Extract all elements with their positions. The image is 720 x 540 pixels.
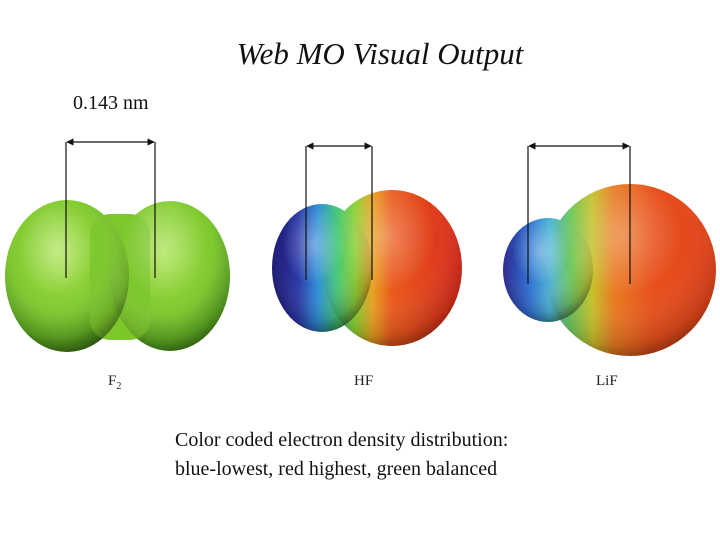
f2-label: F2 [108,373,122,392]
caption-line-1: Color coded electron density distributio… [175,429,509,451]
hf-bond-length-indicator [305,142,373,280]
lif-bond-length-indicator [527,142,631,284]
hf-density-surface [272,190,462,346]
lif-density-surface [503,184,716,356]
bond-length-label: 0.143 nm [73,92,149,114]
caption-line-2: blue-lowest, red highest, green balanced [175,458,498,480]
f2-density-surface [5,200,230,352]
lif-label: LiF [596,373,618,389]
slide-title: Web MO Visual Output [236,36,524,71]
hf-label: HF [354,373,374,389]
f2-bond-length-indicator [65,138,156,278]
caption: Color coded electron density distributio… [175,426,508,484]
